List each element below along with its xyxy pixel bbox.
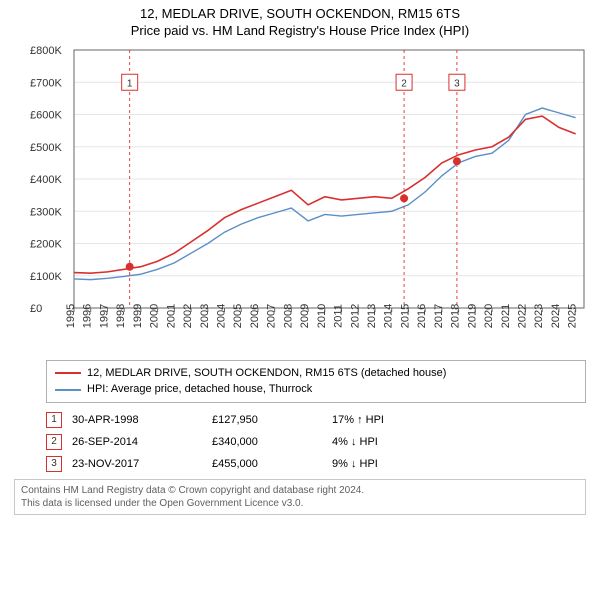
x-tick-label: 2020 [483,304,495,328]
x-tick-label: 1997 [98,304,110,328]
events-table: 1 30-APR-1998£127,95017% ↑ HPI 2 26-SEP-201… [46,409,586,475]
event-delta: 4% ↓ HPI [332,431,394,453]
legend-row: HPI: Average price, detached house, Thur… [55,381,577,398]
y-tick-label: £0 [30,303,42,315]
x-tick-label: 2016 [416,304,428,328]
x-tick-label: 1999 [132,304,144,328]
event-box-label-3: 3 [454,78,460,89]
series-hpi [74,108,576,280]
x-tick-label: 2009 [299,304,311,328]
legend-box: 12, MEDLAR DRIVE, SOUTH OCKENDON, RM15 6… [46,360,586,403]
x-tick-label: 2002 [182,304,194,328]
x-tick-label: 1996 [82,304,94,328]
x-tick-label: 2008 [282,304,294,328]
event-row: 1 30-APR-1998£127,95017% ↑ HPI [46,409,394,431]
x-tick-label: 2007 [266,304,278,328]
footer-attribution: Contains HM Land Registry data © Crown c… [14,479,586,515]
y-tick-label: £500K [30,142,62,154]
chart-title-line1: 12, MEDLAR DRIVE, SOUTH OCKENDON, RM15 6… [10,6,590,23]
footer-line2: This data is licensed under the Open Gov… [21,497,579,510]
x-tick-label: 2018 [450,304,462,328]
series-price_paid [74,116,576,273]
event-row: 3 23-NOV-2017£455,0009% ↓ HPI [46,453,394,475]
x-tick-label: 2000 [149,304,161,328]
event-box-label-1: 1 [127,78,133,89]
x-tick-label: 2011 [333,304,345,328]
x-tick-label: 1995 [65,304,77,328]
x-tick-label: 2004 [215,304,227,328]
legend-label: HPI: Average price, detached house, Thur… [87,381,312,398]
x-tick-label: 2006 [249,304,261,328]
chart-title-line2: Price paid vs. HM Land Registry's House … [10,23,590,38]
x-tick-label: 2005 [232,304,244,328]
legend-label: 12, MEDLAR DRIVE, SOUTH OCKENDON, RM15 6… [87,365,446,382]
x-tick-label: 2024 [550,304,562,328]
x-tick-label: 2014 [383,304,395,328]
x-tick-label: 2019 [466,304,478,328]
y-tick-label: £600K [30,109,62,121]
x-tick-label: 2015 [399,304,411,328]
event-date: 23-NOV-2017 [72,453,212,475]
x-tick-label: 2023 [533,304,545,328]
x-tick-label: 2022 [516,304,528,328]
y-tick-label: £700K [30,77,62,89]
event-box-label-2: 2 [401,78,407,89]
x-tick-label: 2025 [567,304,579,328]
x-tick-label: 2012 [349,304,361,328]
x-tick-label: 1998 [115,304,127,328]
event-price: £340,000 [212,431,332,453]
footer-line1: Contains HM Land Registry data © Crown c… [21,484,579,497]
x-tick-label: 2010 [316,304,328,328]
event-delta: 9% ↓ HPI [332,453,394,475]
event-number-box: 3 [46,456,62,472]
event-delta: 17% ↑ HPI [332,409,394,431]
chart: £0 £100K £200K £300K £400K £500K £600K £700K £80… [30,44,590,354]
x-tick-label: 2003 [199,304,211,328]
x-tick-label: 2017 [433,304,445,328]
legend-swatch [55,389,81,391]
event-row: 2 26-SEP-2014£340,0004% ↓ HPI [46,431,394,453]
y-tick-label: £100K [30,271,62,283]
event-dot-1 [126,263,134,271]
event-dot-3 [453,157,461,165]
x-tick-label: 2021 [500,304,512,328]
event-date: 30-APR-1998 [72,409,212,431]
x-tick-label: 2013 [366,304,378,328]
event-number-box: 1 [46,412,62,428]
event-price: £127,950 [212,409,332,431]
event-number-box: 2 [46,434,62,450]
y-tick-label: £300K [30,206,62,218]
event-price: £455,000 [212,453,332,475]
x-tick-label: 2001 [165,304,177,328]
y-tick-label: £800K [30,45,62,57]
legend-swatch [55,372,81,374]
y-tick-label: £400K [30,174,62,186]
event-dot-2 [400,194,408,202]
legend-row: 12, MEDLAR DRIVE, SOUTH OCKENDON, RM15 6… [55,365,577,382]
event-date: 26-SEP-2014 [72,431,212,453]
y-tick-label: £200K [30,238,62,250]
